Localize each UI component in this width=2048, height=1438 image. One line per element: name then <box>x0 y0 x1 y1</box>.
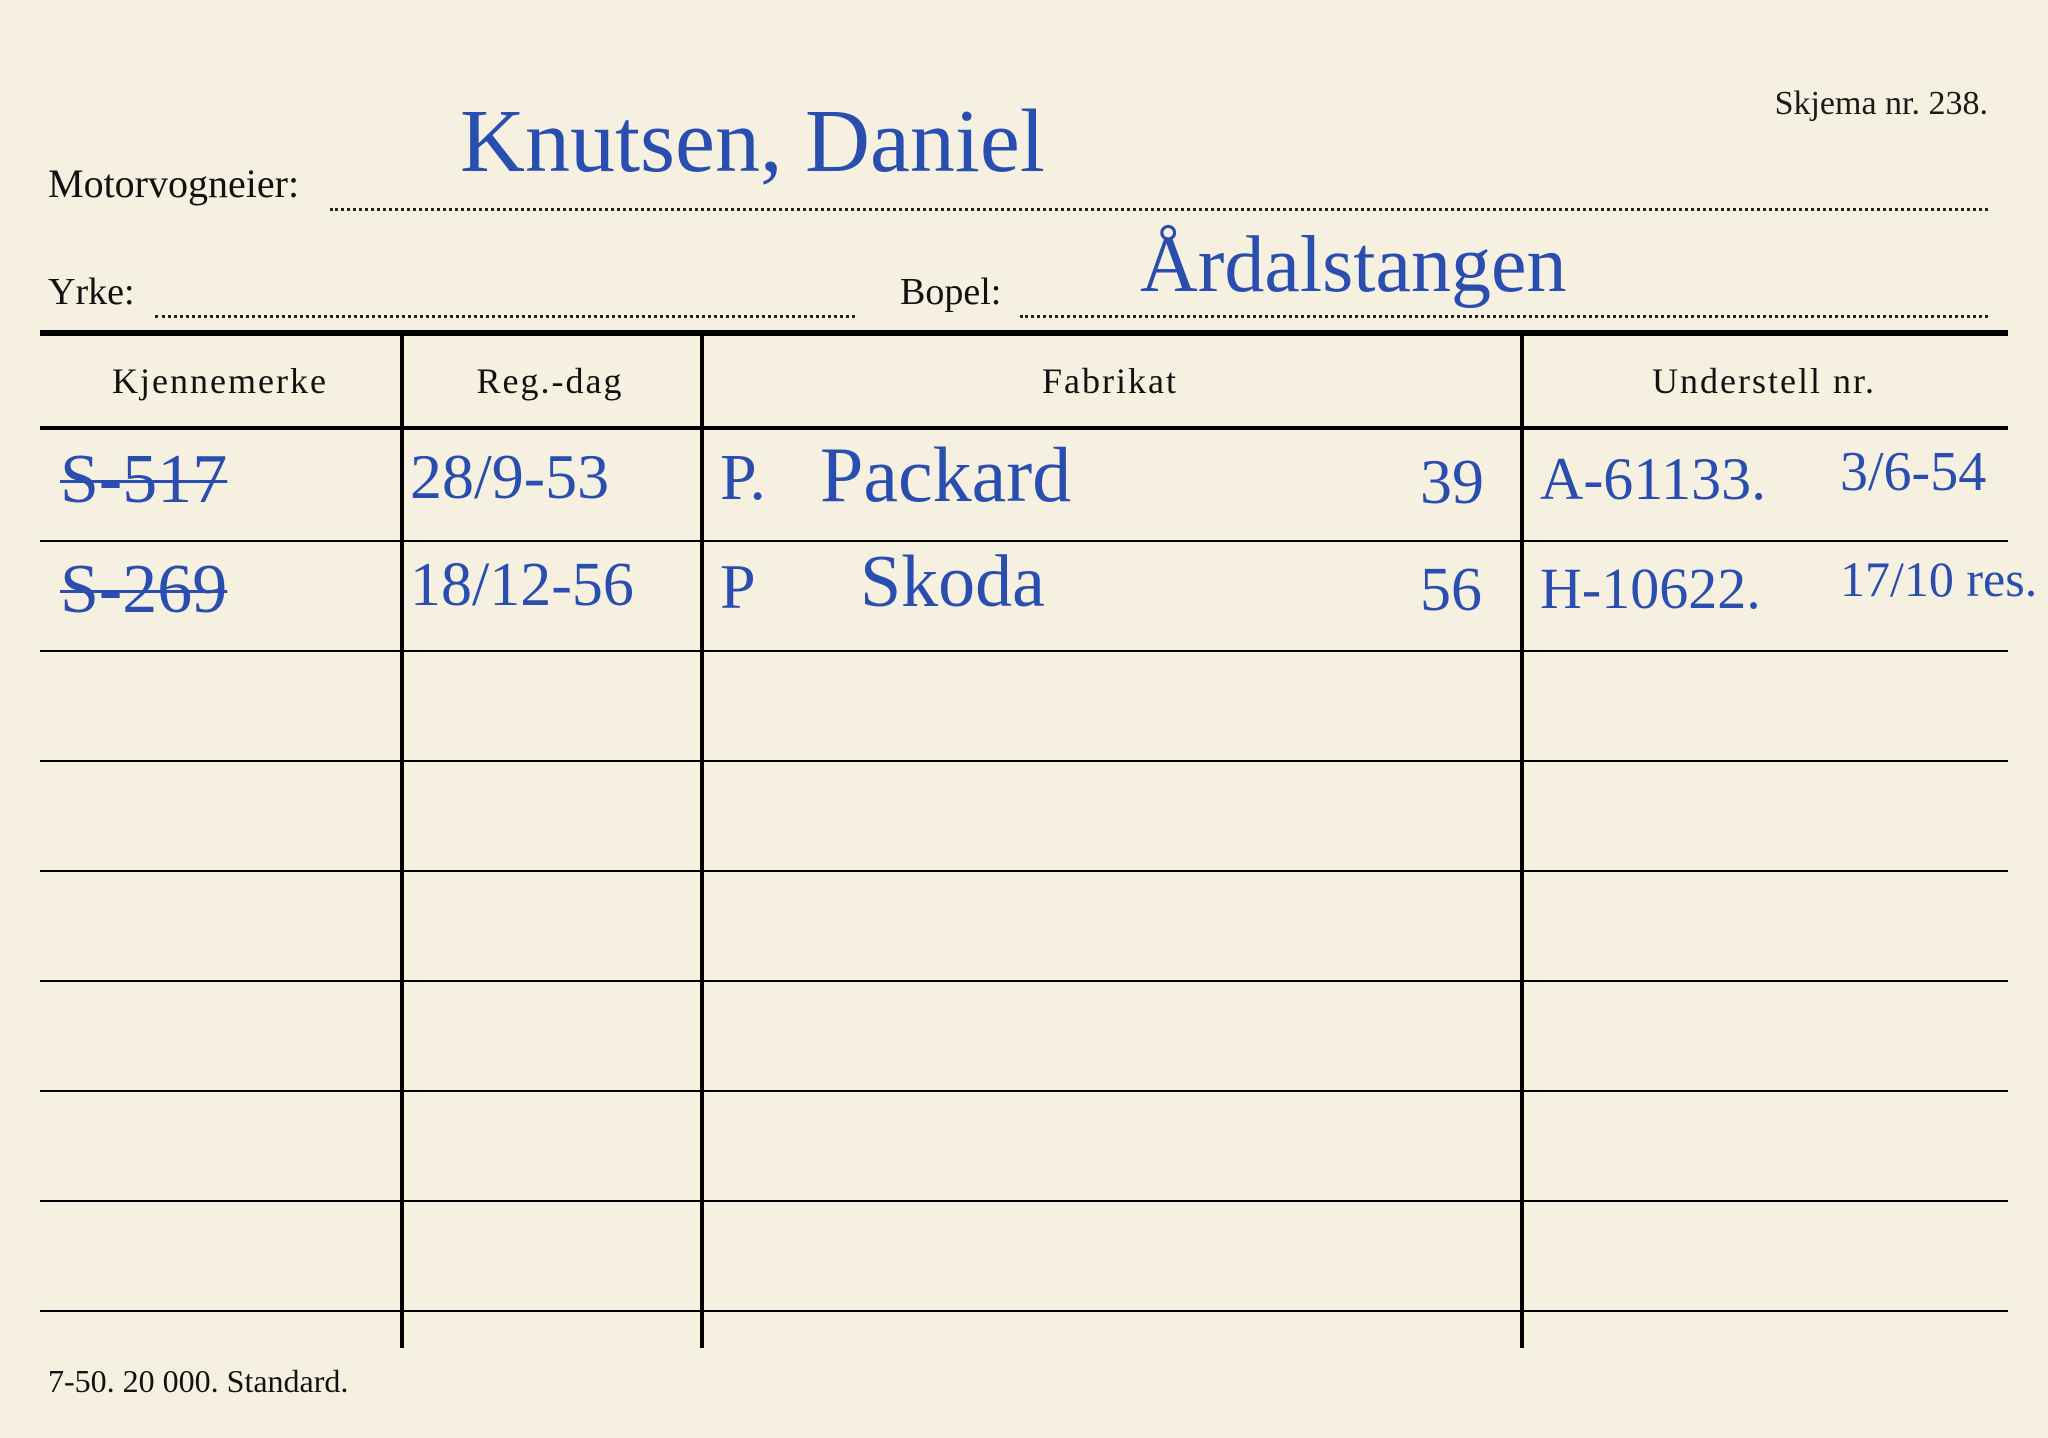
table-header: Kjennemerke Reg.-dag Fabrikat Understell… <box>40 336 2008 430</box>
cell-fabrikat-prefix: P <box>720 550 756 624</box>
cell-understell-note: 3/6-54 <box>1840 440 1986 504</box>
table-row <box>40 1200 2008 1312</box>
owner-value: Knutsen, Daniel <box>460 90 1045 193</box>
table-row <box>40 650 2008 762</box>
owner-line <box>330 208 1988 211</box>
cell-fabrikat-year: 39 <box>1420 445 1484 519</box>
cell-regdag: 18/12-56 <box>410 550 634 621</box>
table-row <box>40 760 2008 872</box>
residence-value: Årdalstangen <box>1140 220 1567 311</box>
residence-line <box>1020 315 1988 318</box>
table-row <box>40 870 2008 982</box>
registration-card: Skjema nr. 238. Motorvogneier: Knutsen, … <box>0 0 2048 1438</box>
col-header-kjennemerke: Kjennemerke <box>40 336 400 426</box>
vehicle-table: Kjennemerke Reg.-dag Fabrikat Understell… <box>40 330 2008 1348</box>
form-number: Skjema nr. 238. <box>1775 85 1988 123</box>
residence-label: Bopel: <box>900 270 1001 314</box>
cell-fabrikat-year: 56 <box>1420 555 1482 626</box>
table-body: S-517 28/9-53 P. Packard 39 A-61133. 3/6… <box>40 430 2008 1348</box>
profession-label: Yrke: <box>48 270 135 314</box>
cell-kjennemerke: S-517 <box>60 440 227 520</box>
print-footer: 7-50. 20 000. Standard. <box>48 1363 348 1400</box>
cell-kjennemerke: S-269 <box>60 550 227 630</box>
col-header-fabrikat: Fabrikat <box>700 336 1520 426</box>
card-inner: Skjema nr. 238. Motorvogneier: Knutsen, … <box>40 30 2008 1408</box>
cell-understell: A-61133. <box>1540 445 1766 514</box>
owner-label: Motorvogneier: <box>48 160 299 207</box>
table-row <box>40 1090 2008 1202</box>
cell-fabrikat-prefix: P. <box>720 440 766 516</box>
col-header-understell: Understell nr. <box>1520 336 2008 426</box>
profession-line <box>155 315 855 318</box>
cell-fabrikat: Skoda <box>860 540 1045 625</box>
cell-fabrikat: Packard <box>820 430 1071 520</box>
table-row <box>40 980 2008 1092</box>
cell-understell: H-10622. <box>1540 555 1761 622</box>
cell-regdag: 28/9-53 <box>410 440 609 514</box>
cell-understell-note: 17/10 res. <box>1840 550 2037 608</box>
col-header-regdag: Reg.-dag <box>400 336 700 426</box>
